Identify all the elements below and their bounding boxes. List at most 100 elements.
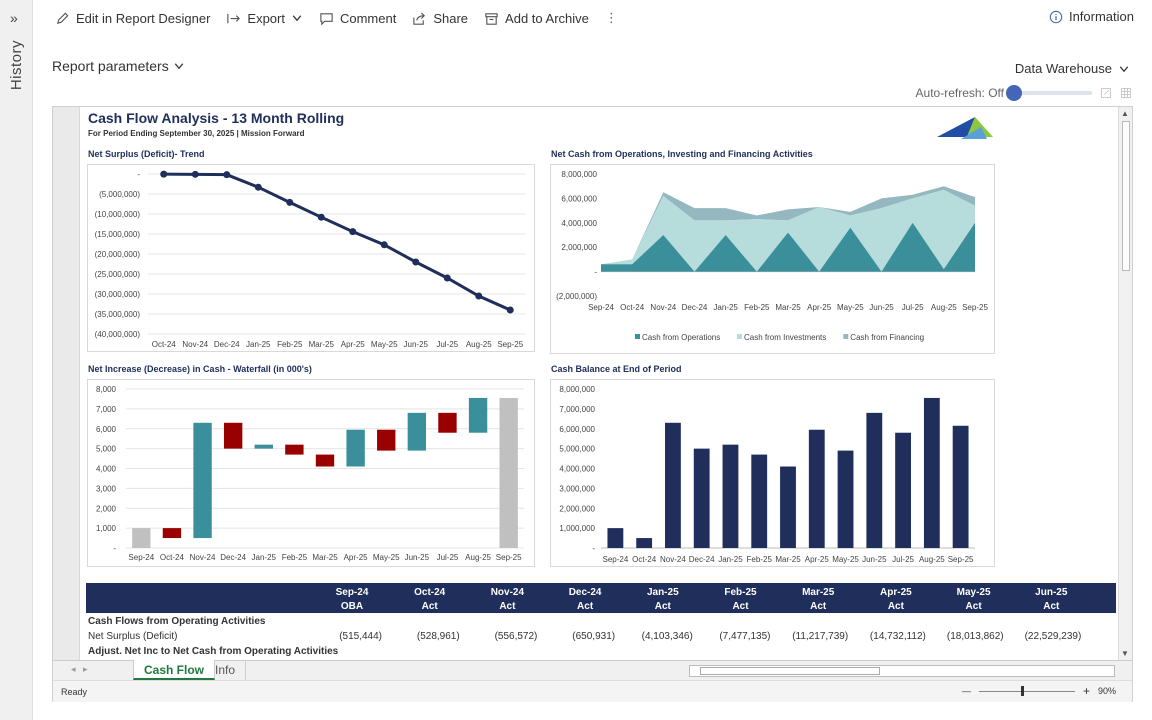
y-tick-label: (10,000,000) — [95, 210, 141, 219]
bar — [952, 425, 969, 548]
bar — [923, 397, 940, 548]
column-kind: Act — [577, 601, 594, 612]
chart-title-waterfall: Net Increase (Decrease) in Cash - Waterf… — [88, 364, 312, 374]
x-tick-label: May-25 — [371, 340, 398, 349]
next-sheet-icon[interactable]: ▸ — [83, 664, 88, 674]
x-tick-label: Nov-24 — [650, 303, 676, 312]
data-point — [254, 183, 262, 191]
auto-refresh-slider[interactable] — [1006, 85, 1092, 101]
column-kind: Act — [1043, 601, 1060, 612]
legend-swatch — [635, 334, 640, 339]
x-tick-label: Sep-25 — [497, 340, 523, 349]
tab-info[interactable]: Info — [205, 660, 247, 680]
y-tick-label: - — [137, 170, 140, 179]
edit-in-report-designer-button[interactable]: Edit in Report Designer — [55, 11, 210, 26]
y-tick-label: 7,000 — [96, 405, 117, 414]
information-button[interactable]: Information — [1049, 9, 1134, 24]
y-tick-label: (15,000,000) — [95, 230, 141, 239]
waterfall-bar — [438, 412, 457, 433]
x-tick-label: Aug-25 — [465, 553, 491, 562]
zoom-in-button[interactable]: + — [1082, 684, 1090, 698]
table-cell: (515,444) — [339, 631, 382, 642]
history-label[interactable]: History — [8, 40, 25, 91]
y-tick-label: 5,000 — [96, 445, 117, 454]
table-cell: (556,572) — [494, 631, 538, 642]
waterfall-bar — [254, 444, 273, 449]
share-button[interactable]: Share — [412, 11, 468, 26]
more-options-button[interactable]: ⋮ — [605, 10, 618, 26]
zoom-knob[interactable] — [1020, 685, 1024, 696]
data-point — [506, 306, 514, 314]
column-kind: Act — [887, 601, 904, 612]
scroll-thumb[interactable] — [1122, 121, 1130, 271]
y-tick-label: 6,000,000 — [559, 425, 595, 434]
grid-icon[interactable] — [1120, 87, 1132, 99]
pencil-icon — [56, 12, 69, 24]
info-icon — [1049, 10, 1063, 23]
column-header: Feb-25 Act — [701, 586, 781, 614]
x-tick-label: Mar-25 — [309, 340, 335, 349]
bar — [636, 538, 653, 548]
bar — [751, 454, 768, 548]
y-tick-label: 7,000,000 — [559, 405, 595, 414]
table-cell: (7,477,135) — [719, 631, 771, 642]
tab-nav[interactable]: ◂ ▸ — [71, 664, 88, 675]
archive-label: Add to Archive — [505, 10, 589, 26]
column-kind: Act — [654, 601, 671, 612]
popout-icon[interactable] — [1100, 87, 1112, 99]
tab-cash-flow[interactable]: Cash Flow — [133, 660, 216, 680]
y-tick-label: 2,000,000 — [559, 504, 595, 513]
comment-button[interactable]: Comment — [319, 11, 396, 26]
section-label: Adjust. Net Inc to Net Cash from Operati… — [88, 646, 339, 657]
report-parameters-label: Report parameters — [52, 58, 169, 74]
x-tick-label: Oct-24 — [160, 553, 185, 562]
column-header: Jun-25 Act — [1011, 586, 1091, 614]
column-kind: Act — [732, 601, 749, 612]
share-label: Share — [433, 10, 469, 26]
data-source-dropdown[interactable]: Data Warehouse — [1015, 61, 1130, 76]
chart-title-net-cash: Net Cash from Operations, Investing and … — [551, 149, 813, 159]
report-title: Cash Flow Analysis - 13 Month Rolling — [88, 110, 345, 126]
waterfall-bar — [407, 412, 427, 451]
x-tick-label: Jan-25 — [718, 555, 743, 564]
y-tick-label: 2,000,000 — [561, 243, 597, 252]
bar — [780, 466, 796, 548]
table-cell: (14,732,112) — [869, 631, 926, 642]
prev-sheet-icon[interactable]: ◂ — [71, 664, 76, 674]
zoom-slider[interactable] — [978, 685, 1075, 696]
x-tick-label: Sep-24 — [602, 555, 628, 564]
bar — [866, 412, 883, 548]
more-icon: ⋮ — [604, 10, 618, 25]
x-tick-label: Jan-25 — [713, 303, 738, 312]
column-month: Oct-24 — [414, 587, 446, 598]
slider-knob[interactable] — [1006, 85, 1022, 101]
data-point — [223, 171, 231, 179]
vertical-scrollbar[interactable]: ▲ ▼ — [1118, 107, 1132, 660]
x-tick-label: Apr-25 — [805, 555, 830, 564]
table-cell: (11,217,739) — [792, 631, 849, 642]
horizontal-scrollbar[interactable] — [689, 665, 1115, 677]
section-row: Cash Flows from Operating Activities — [86, 615, 1116, 630]
column-header: Sep-24 OBA — [312, 586, 392, 614]
x-tick-label: May-25 — [832, 555, 859, 564]
sheet-tabs-bar: ◂ ▸ Cash Flow Info — [53, 660, 1132, 680]
add-to-archive-button[interactable]: Add to Archive — [484, 11, 589, 26]
scroll-down-icon[interactable]: ▼ — [1121, 649, 1129, 658]
h-scroll-thumb[interactable] — [700, 667, 880, 675]
zoom-out-button[interactable]: — — [961, 686, 971, 696]
column-kind: Act — [810, 601, 827, 612]
share-icon — [413, 11, 426, 25]
y-tick-label: - — [113, 544, 116, 553]
export-button[interactable]: Export — [226, 11, 303, 26]
bar — [607, 528, 624, 548]
chart-title-surplus-trend: Net Surplus (Deficit)- Trend — [88, 149, 205, 159]
y-tick-label: 5,000,000 — [559, 445, 595, 454]
table-row: Net Surplus (Deficit) (515,444) (528,961)… — [86, 630, 1116, 645]
expand-history-icon[interactable]: » — [10, 10, 18, 26]
x-tick-label: May-25 — [373, 553, 400, 562]
table-cell: (22,529,239) — [1024, 631, 1082, 642]
y-tick-label: (25,000,000) — [95, 270, 141, 279]
scroll-up-icon[interactable]: ▲ — [1121, 109, 1129, 118]
data-point — [475, 292, 483, 300]
report-parameters-toggle[interactable]: Report parameters — [52, 58, 185, 74]
